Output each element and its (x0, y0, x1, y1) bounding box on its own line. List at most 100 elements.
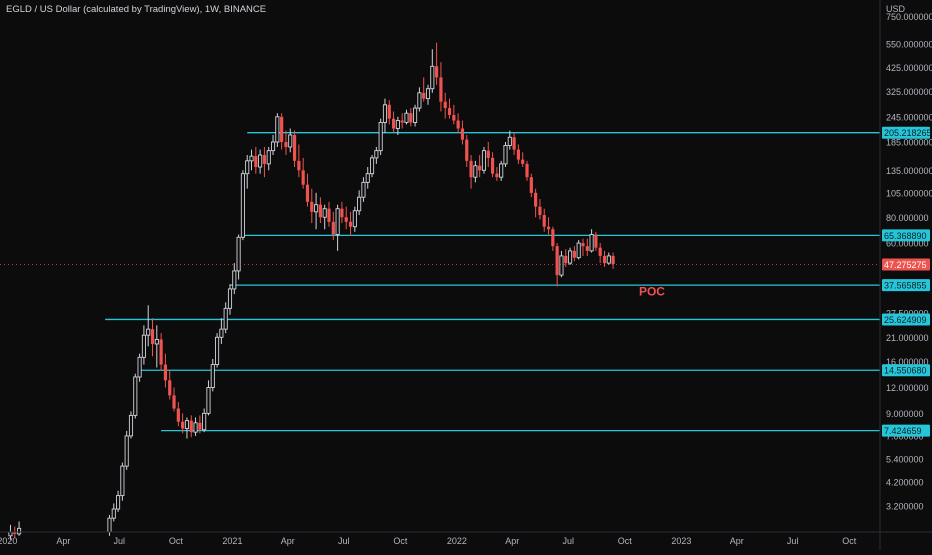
candle-body (576, 242, 581, 259)
time-tick-label: Oct (618, 536, 633, 546)
candle-body (154, 339, 159, 345)
poc-annotation: POC (639, 284, 665, 298)
candle-body (352, 210, 357, 228)
candle-body (589, 234, 594, 252)
candle-body (469, 160, 473, 178)
candle-body (116, 495, 121, 510)
candle-body (219, 328, 224, 338)
candle-body (193, 422, 198, 433)
time-tick-label: Apr (281, 536, 295, 546)
level-price-tag (882, 364, 930, 377)
candle-body (318, 204, 322, 218)
candle-body (172, 395, 176, 409)
price-tick-label: 105.000000 (886, 188, 932, 198)
time-tick-label: 2021 (222, 536, 242, 546)
candle-body (400, 120, 404, 123)
candle-body (465, 139, 469, 161)
candle-body (382, 104, 388, 123)
level-price-tag (882, 229, 930, 242)
time-tick-label: Jul (787, 536, 799, 546)
time-tick-label: 2023 (671, 536, 691, 546)
candle-body (297, 160, 301, 171)
time-tick-label: 2020 (0, 536, 17, 546)
chart-title: EGLD / US Dollar (calculated by TradingV… (6, 4, 267, 15)
candle-body (133, 376, 138, 416)
candle-body (606, 255, 611, 264)
candle-body (409, 113, 413, 123)
level-price-label: 25.624909 (884, 315, 927, 325)
candle-body (602, 255, 607, 264)
candle-body (227, 288, 233, 309)
candle-body (478, 165, 482, 171)
price-tick-label: 185.000000 (886, 138, 932, 148)
annotations: POC (639, 284, 665, 298)
price-tick-label: 325.000000 (886, 87, 932, 97)
level-price-label: 37.565855 (884, 281, 927, 291)
price-tick-label: 5.400000 (886, 455, 924, 465)
candle-body (611, 255, 615, 265)
candle-body (198, 422, 202, 430)
candle-body (120, 465, 125, 497)
price-tick-label: 60.000000 (886, 239, 929, 249)
candle-body (159, 339, 163, 365)
candle-body (473, 165, 478, 178)
candle-body (538, 206, 542, 216)
time-tick-label: Oct (393, 536, 408, 546)
candle-body (189, 420, 193, 433)
candle-body (460, 128, 465, 140)
current-price-label: 47.275275 (884, 260, 927, 270)
level-price-tag (882, 279, 930, 292)
price-tick-label: 135.000000 (886, 166, 932, 176)
candle-body (128, 414, 134, 437)
candle-body (163, 364, 168, 381)
price-tick-label: 245.000000 (886, 112, 932, 122)
candle-body (107, 517, 112, 533)
candle-body (111, 508, 116, 519)
candle-body (249, 155, 254, 162)
candle-body (245, 160, 250, 175)
candle-body (425, 88, 431, 100)
candle-body (387, 104, 391, 119)
time-tick-label: Apr (730, 536, 744, 546)
candle-body (499, 163, 504, 178)
candle-body (301, 170, 305, 185)
candle-body (495, 173, 499, 178)
price-tick-label: 3.200000 (886, 502, 924, 512)
candle-body (344, 217, 348, 222)
candle-body (181, 421, 185, 429)
candle-body (512, 137, 516, 150)
candle-body (223, 307, 228, 330)
candle-body (598, 247, 602, 256)
candle-body (521, 159, 525, 164)
candle-body (240, 173, 245, 238)
candle-body (288, 134, 293, 148)
price-tick-label: 4.200000 (886, 477, 924, 487)
candle-body (215, 336, 220, 366)
candle-body (378, 122, 383, 152)
candle-body (305, 184, 310, 202)
candle-body (348, 221, 353, 227)
price-tick-label: 9.000000 (886, 409, 924, 419)
candle-body (525, 163, 529, 178)
candle-body (150, 329, 155, 344)
level-price-tag (882, 424, 930, 437)
time-tick-label: Jul (114, 536, 126, 546)
candle-body (534, 192, 538, 207)
candle-body (422, 92, 426, 99)
candle-body (503, 145, 508, 165)
candle-body (254, 156, 258, 168)
candle-body (507, 136, 512, 146)
candle-body (435, 66, 439, 78)
candle-body (456, 120, 460, 129)
candle-body (17, 527, 22, 535)
candle-body (258, 154, 263, 168)
candle-body (572, 250, 576, 258)
candle-body (551, 229, 555, 247)
level-price-label: 7.424659 (884, 426, 922, 436)
candle-body (417, 92, 422, 109)
candle-body (236, 236, 241, 272)
